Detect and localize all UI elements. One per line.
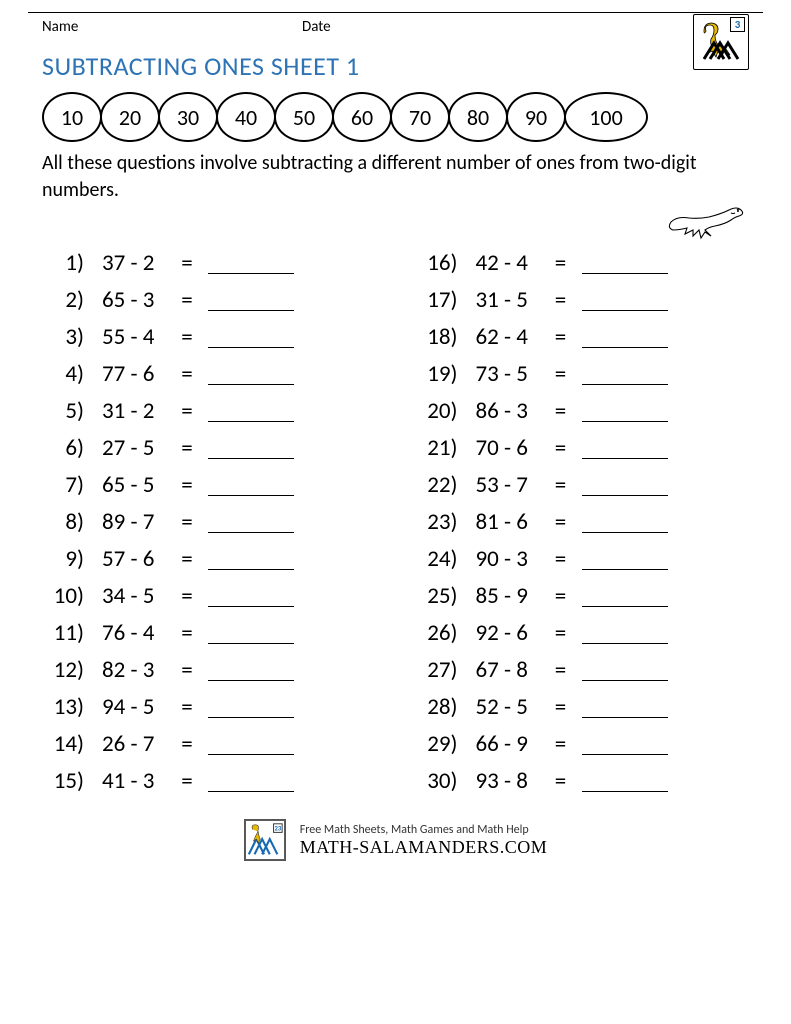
header-row: Name Date 3 <box>42 18 749 36</box>
name-label: Name <box>42 18 302 36</box>
grade-badge: 3 <box>730 17 745 32</box>
date-label: Date <box>302 18 331 36</box>
brand-logo-box: 3 <box>693 14 749 70</box>
page-top-rule <box>28 12 763 1018</box>
